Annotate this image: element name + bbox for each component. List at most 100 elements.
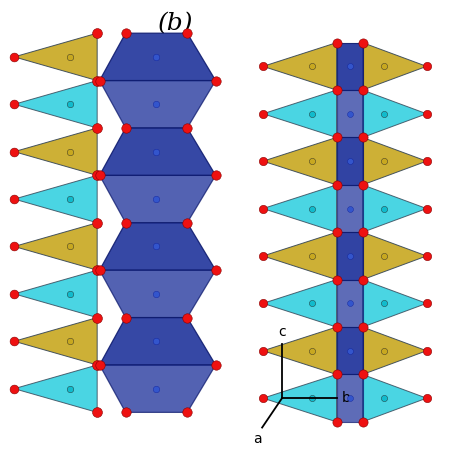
Point [96, 361, 103, 369]
Point [10, 148, 18, 155]
Polygon shape [14, 128, 97, 175]
Point [93, 219, 101, 227]
Polygon shape [337, 137, 363, 185]
Point [346, 205, 354, 212]
Polygon shape [14, 365, 97, 412]
Point [212, 172, 219, 179]
Polygon shape [100, 270, 216, 318]
Point [93, 409, 101, 416]
Point [122, 314, 129, 321]
Point [359, 181, 366, 189]
Point [359, 371, 366, 378]
Polygon shape [100, 365, 216, 412]
Polygon shape [263, 137, 337, 185]
Point [93, 314, 101, 321]
Point [359, 276, 366, 283]
Point [308, 63, 316, 70]
Point [308, 347, 316, 355]
Polygon shape [337, 280, 363, 327]
Point [66, 195, 73, 203]
Point [346, 157, 354, 165]
Point [10, 290, 18, 298]
Point [346, 394, 354, 402]
Point [153, 385, 160, 392]
Point [380, 252, 388, 260]
Point [183, 219, 191, 227]
Polygon shape [100, 175, 216, 223]
Point [308, 205, 316, 212]
Point [333, 323, 340, 331]
Text: c: c [278, 325, 286, 339]
Point [10, 195, 18, 203]
Polygon shape [337, 232, 363, 280]
Polygon shape [363, 327, 427, 374]
Point [66, 385, 73, 392]
Polygon shape [14, 81, 97, 128]
Point [308, 300, 316, 307]
Point [346, 63, 354, 70]
Point [380, 110, 388, 118]
Polygon shape [337, 185, 363, 232]
Point [183, 409, 191, 416]
Point [333, 86, 340, 94]
Polygon shape [363, 43, 427, 90]
Point [308, 252, 316, 260]
Point [96, 172, 103, 179]
Point [93, 29, 101, 37]
Point [359, 323, 366, 331]
Point [259, 157, 267, 165]
Point [423, 252, 430, 260]
Point [308, 110, 316, 118]
Polygon shape [337, 43, 363, 90]
Point [423, 347, 430, 355]
Point [346, 252, 354, 260]
Point [333, 371, 340, 378]
Point [346, 300, 354, 307]
Point [333, 134, 340, 141]
Polygon shape [263, 43, 337, 90]
Polygon shape [263, 280, 337, 327]
Text: (b): (b) [158, 12, 193, 35]
Point [333, 181, 340, 189]
Point [259, 394, 267, 402]
Point [333, 418, 340, 426]
Polygon shape [337, 374, 363, 422]
Point [93, 361, 101, 369]
Point [66, 243, 73, 250]
Polygon shape [100, 318, 216, 365]
Point [93, 172, 101, 179]
Point [66, 290, 73, 298]
Point [333, 228, 340, 236]
Point [259, 347, 267, 355]
Text: b: b [341, 391, 350, 405]
Point [346, 110, 354, 118]
Point [183, 124, 191, 132]
Point [122, 409, 129, 416]
Point [212, 77, 219, 84]
Polygon shape [100, 33, 216, 81]
Polygon shape [14, 223, 97, 270]
Point [346, 347, 354, 355]
Point [333, 39, 340, 46]
Point [153, 148, 160, 155]
Point [66, 53, 73, 61]
Point [10, 100, 18, 108]
Point [259, 63, 267, 70]
Polygon shape [263, 90, 337, 137]
Point [380, 300, 388, 307]
Polygon shape [100, 81, 216, 128]
Point [259, 300, 267, 307]
Point [96, 77, 103, 84]
Point [96, 266, 103, 274]
Point [122, 29, 129, 37]
Polygon shape [363, 185, 427, 232]
Point [380, 205, 388, 212]
Point [359, 134, 366, 141]
Polygon shape [263, 232, 337, 280]
Polygon shape [14, 270, 97, 318]
Point [423, 157, 430, 165]
Point [10, 53, 18, 61]
Point [10, 243, 18, 250]
Point [423, 63, 430, 70]
Point [122, 219, 129, 227]
